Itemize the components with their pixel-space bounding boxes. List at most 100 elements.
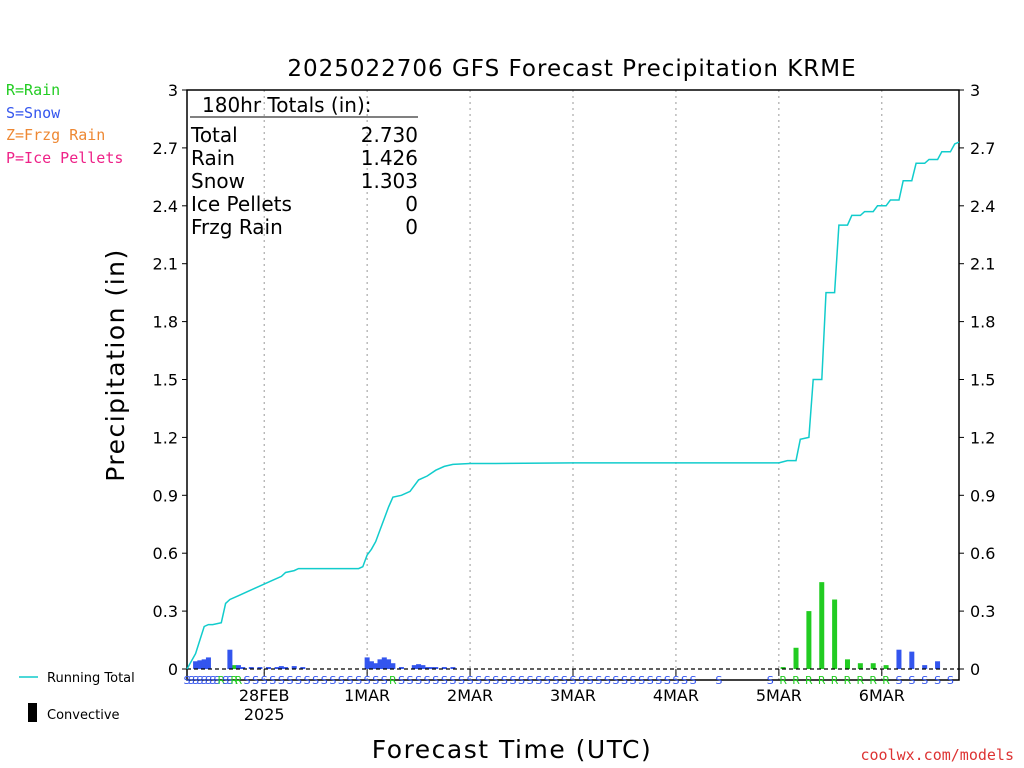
ptype-letter: S: [441, 674, 448, 687]
ptype-letter: S: [587, 674, 594, 687]
ptype-letter: S: [908, 674, 915, 687]
bar-rain: [832, 599, 838, 669]
bar-rain: [793, 647, 799, 669]
ptype-letter: S: [647, 674, 654, 687]
ptype-letter: S: [196, 674, 203, 687]
ptype-letter: S: [475, 674, 482, 687]
bar-snow: [922, 665, 928, 669]
legend-convective-label: Convective: [47, 708, 120, 723]
ptype-letter: S: [612, 674, 619, 687]
bar-rain: [883, 665, 889, 669]
bar-snow: [193, 661, 199, 669]
ptype-letter: S: [244, 674, 251, 687]
ptype-letter: S: [295, 674, 302, 687]
ptype-legend-item: P=Ice Pellets: [6, 148, 124, 167]
bar-series: [193, 582, 941, 669]
y-tick-label-right: 1.8: [970, 313, 995, 332]
bar-snow: [896, 649, 902, 669]
bar-snow: [411, 665, 417, 669]
ptype-letter: S: [492, 674, 499, 687]
ptype-letter: S: [209, 674, 216, 687]
bar-snow: [240, 667, 246, 669]
ptype-letter: S: [767, 674, 774, 687]
legend-running-total-label: Running Total: [47, 671, 135, 686]
bar-snow: [386, 659, 392, 669]
totals-row-value: 1.426: [361, 146, 418, 170]
y-tick-label-right: 0.9: [970, 486, 995, 505]
y-tick-label-right: 1.5: [970, 371, 995, 390]
ptype-legend-item: R=Rain: [6, 81, 61, 99]
bar-snow: [416, 664, 422, 669]
ptype-letter: S: [321, 674, 328, 687]
bar-snow: [373, 663, 379, 669]
ptype-letter: S: [252, 674, 259, 687]
ptype-letter: S: [947, 674, 954, 687]
ptype-letter: S: [527, 674, 534, 687]
x-tick-label: 4MAR: [653, 686, 699, 705]
x-tick-label: 6MAR: [859, 686, 905, 705]
y-axis-right: 0 0.3 0.6 0.9 1.2 1.5 1.8 2.1 2.4 2.7 3: [959, 81, 995, 679]
ptype-letter: R: [230, 674, 238, 687]
ptype-letter: R: [217, 674, 225, 687]
ptype-letter: S: [934, 674, 941, 687]
ptype-letter: S: [398, 674, 405, 687]
y-tick-label-left: 0: [168, 660, 178, 679]
y-tick-label-left: 3: [168, 81, 178, 100]
ptype-letter: S: [261, 674, 268, 687]
totals-row-name: Rain: [191, 146, 235, 170]
bar-snow: [420, 665, 426, 669]
ptype-letter: S: [501, 674, 508, 687]
ptype-letter: S: [372, 674, 379, 687]
bar-snow: [450, 667, 456, 669]
x-tick-label: 1MAR: [344, 686, 390, 705]
ptype-letter: R: [869, 674, 877, 687]
ptype-letter: S: [304, 674, 311, 687]
bar-snow: [364, 657, 370, 669]
ptype-letter: S: [552, 674, 559, 687]
totals-row-name: Total: [190, 123, 238, 147]
y-tick-label-left: 0.3: [153, 602, 178, 621]
y-tick-label-right: 2.7: [970, 139, 995, 158]
ptype-letter: S: [286, 674, 293, 687]
ptype-letter: S: [201, 674, 208, 687]
ptype-letter: S: [355, 674, 362, 687]
y-tick-label-left: 1.8: [153, 313, 178, 332]
ptype-letter: S: [192, 674, 199, 687]
ptype-letter: S: [664, 674, 671, 687]
x-axis-label: Forecast Time (UTC): [372, 735, 652, 764]
totals-row-name: Snow: [191, 169, 245, 193]
bar-snow: [424, 667, 430, 669]
x-tick-label: 2MAR: [447, 686, 493, 705]
ptype-letter: S: [432, 674, 439, 687]
ptype-letter: S: [381, 674, 388, 687]
bar-snow: [300, 667, 306, 669]
ptype-letter: S: [346, 674, 353, 687]
bar-snow: [428, 667, 434, 669]
y-tick-label-right: 0.6: [970, 544, 995, 563]
bar-snow: [257, 667, 263, 669]
ptype-letter: S: [338, 674, 345, 687]
bar-rain: [231, 665, 237, 669]
bar-snow: [235, 665, 241, 669]
ptype-letter: S: [921, 674, 928, 687]
ptype-letter: S: [214, 674, 221, 687]
x-tick-label: 5MAR: [756, 686, 802, 705]
ptype-letter: S: [484, 674, 491, 687]
y-axis-label: Precipitation (in): [101, 248, 130, 482]
totals-row-name: Ice Pellets: [191, 192, 292, 216]
totals-header: 180hr Totals (in):: [202, 93, 372, 117]
bar-rain: [806, 611, 812, 669]
bar-snow: [441, 667, 447, 669]
ptype-letter: S: [312, 674, 319, 687]
totals-box: 180hr Totals (in): Total 2.730 Rain 1.426 Sn…: [190, 93, 418, 239]
ptype-letter: S: [578, 674, 585, 687]
chart-title: 2025022706 GFS Forecast Precipitation KR…: [287, 56, 856, 82]
ptype-letter: S: [226, 674, 233, 687]
ptype-letter: S: [655, 674, 662, 687]
ptype-letter: S: [458, 674, 465, 687]
bar-rain: [844, 659, 850, 669]
bar-rain: [870, 663, 876, 669]
y-axis-left: 0 0.3 0.6 0.9 1.2 1.5 1.8 2.1 2.4 2.7 3: [153, 81, 187, 679]
bar-snow: [201, 659, 207, 669]
